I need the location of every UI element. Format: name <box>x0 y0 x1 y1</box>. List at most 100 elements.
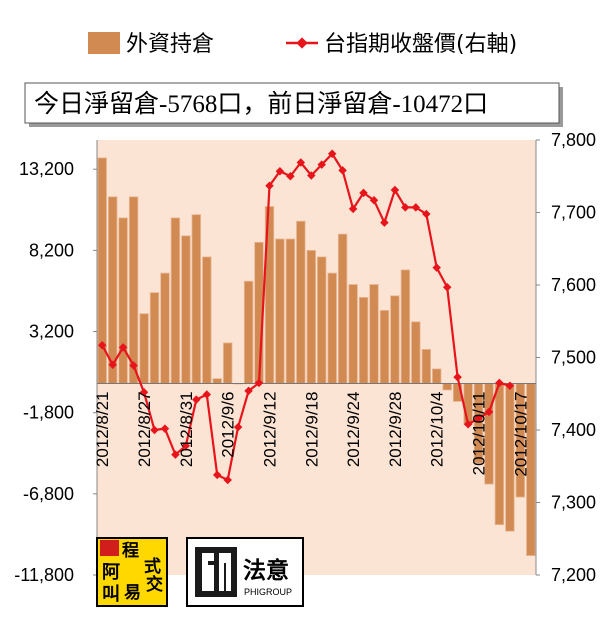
bar <box>494 383 505 526</box>
plot-background <box>97 140 536 575</box>
bar <box>400 269 411 384</box>
bar <box>316 256 327 384</box>
bar <box>348 284 358 384</box>
price-point <box>97 340 107 350</box>
logo1-char: 阿 <box>102 562 120 583</box>
x-tick-label: 2012/10/17 <box>511 391 530 476</box>
y-right-tick-label: 7,300 <box>551 493 596 513</box>
bar <box>358 296 369 384</box>
annotation-text: 今日淨留倉-5768口，前日淨留倉-10472口 <box>34 90 488 118</box>
logo1-red-glyph <box>100 540 119 556</box>
bar <box>369 284 379 384</box>
price-point <box>484 407 494 417</box>
price-point <box>359 188 368 198</box>
x-tick-label: 2012/8/31 <box>177 391 196 467</box>
price-point <box>411 203 421 212</box>
y-left-tick-label: 13,200 <box>19 159 74 179</box>
legend-bar-swatch <box>88 32 120 54</box>
y-left-tick-label: 8,200 <box>29 240 74 260</box>
price-point <box>129 361 138 370</box>
bar <box>431 368 442 384</box>
bar <box>275 238 285 384</box>
logo-program-trading: 阿 程 式 叫 易 交 <box>96 537 168 607</box>
bar <box>108 196 118 384</box>
x-tick-label: 2012/9/12 <box>260 392 279 468</box>
bar <box>191 214 202 384</box>
annotation-box <box>24 82 560 124</box>
price-point <box>505 381 515 391</box>
price-point <box>348 204 358 214</box>
bar <box>170 217 181 384</box>
price-point <box>390 185 400 195</box>
bar <box>181 235 191 384</box>
price-point <box>401 203 410 212</box>
y-right-tick-label: 7,800 <box>551 130 596 150</box>
price-point <box>275 166 285 176</box>
x-tick-label: 2012/8/27 <box>135 391 154 467</box>
price-point <box>495 378 504 388</box>
ticks-group: 13,200 8,200 3,200 -1,800 -6,800 -11,800 7,800… <box>14 130 596 585</box>
price-point <box>244 386 253 396</box>
price-point <box>118 343 128 352</box>
price-point <box>223 475 232 485</box>
price-point <box>265 181 274 190</box>
y-right-tick-label: 7,200 <box>551 565 596 585</box>
price-point <box>369 195 379 205</box>
x-tick-label: 2012/9/24 <box>344 392 363 468</box>
bar <box>327 272 337 384</box>
y-right-tick-label: 7,600 <box>551 275 596 295</box>
price-point <box>202 390 212 399</box>
bar <box>222 342 233 384</box>
bar <box>128 196 139 384</box>
bar <box>243 280 254 384</box>
logo1-char: 程 <box>122 541 139 561</box>
price-point <box>108 360 117 370</box>
price-point <box>463 419 473 429</box>
price-point <box>160 424 170 433</box>
bar <box>160 272 170 384</box>
price-point <box>380 218 389 227</box>
x-tick-label: 2012/10/4 <box>428 391 447 467</box>
y-left-tick-label: -6,800 <box>23 484 74 504</box>
legend-line-marker <box>296 37 308 49</box>
price-point <box>422 209 431 219</box>
logo1-char: 式 <box>144 556 161 577</box>
price-point <box>139 388 149 397</box>
bar <box>337 233 348 384</box>
price-point <box>254 378 264 388</box>
price-point <box>474 414 483 423</box>
y-right-tick-label: 7,400 <box>551 420 596 440</box>
price-point <box>307 171 316 180</box>
price-point <box>317 160 326 169</box>
bar <box>421 348 432 384</box>
y-left-tick-label: 3,200 <box>29 322 74 342</box>
y-right-tick-label: 7,500 <box>551 348 596 368</box>
price-point <box>453 372 462 382</box>
price-point <box>192 395 201 404</box>
bar <box>149 292 160 384</box>
line-series-group <box>97 149 515 485</box>
price-line <box>101 152 511 482</box>
bar <box>390 295 400 384</box>
logo2-icon-glyph <box>202 553 231 591</box>
price-point <box>338 166 347 175</box>
x-tick-label: 2012/9/6 <box>219 392 238 458</box>
price-point <box>150 425 159 435</box>
bar <box>379 309 390 384</box>
bar <box>411 321 421 384</box>
price-point <box>286 172 295 181</box>
x-tick-label: 2012/10/11 <box>469 391 488 475</box>
bar <box>118 217 128 384</box>
price-point <box>181 441 191 451</box>
y-left-tick-label: -1,800 <box>23 403 74 423</box>
bar <box>202 256 212 384</box>
legend-bar-label: 外資持倉 <box>126 32 214 57</box>
y-left-tick-label: -11,800 <box>14 565 74 585</box>
price-point <box>432 263 441 272</box>
bar <box>285 238 296 384</box>
x-tick-label: 2012/9/28 <box>386 392 405 468</box>
price-point <box>296 158 306 167</box>
logo-phigroup: 法意 PHIGROUP <box>186 537 304 607</box>
